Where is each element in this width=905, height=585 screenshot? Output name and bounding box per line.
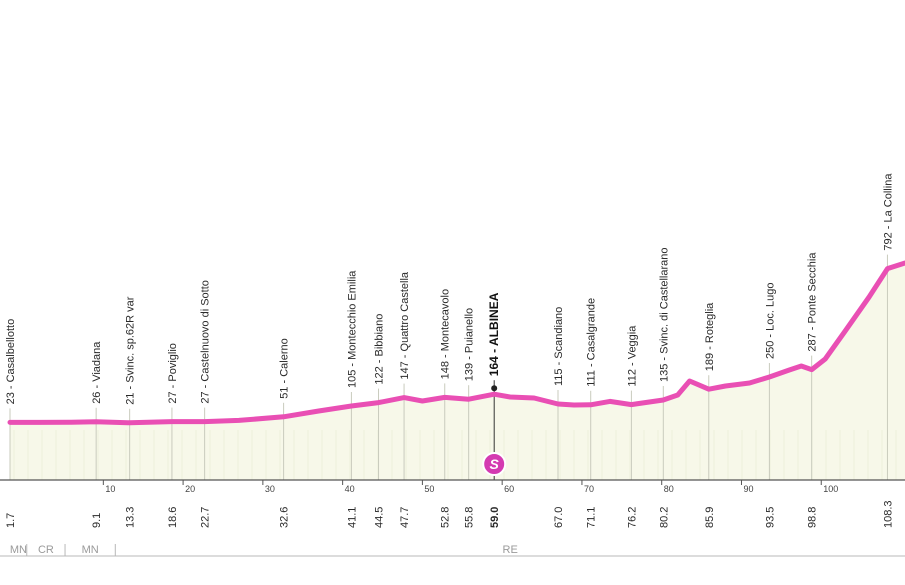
waypoint-label: 27 - Castelnuovo di Sotto [200,280,212,404]
waypoint-label: 51 - Calerno [279,338,291,399]
distance-labels-layer: 1.7 9.1 13.3 18.6 22.7 32.6 41.1 44.5 47.7 52.8 55… [5,500,894,528]
waypoint-label: 122 - Bibbiano [374,314,386,385]
waypoint-label: 23 - Casalbellotto [5,319,17,405]
waypoint-label: 189 - Roteglia [704,302,716,371]
distance-label: 52.8 [440,507,452,528]
distance-label: 13.3 [125,507,137,528]
start-marker-layer: S [482,452,507,476]
distance-label: 1.7 [5,513,17,528]
distance-label: 98.8 [807,507,819,528]
province-label: RE [503,544,518,556]
waypoint-lines-layer [9,254,888,480]
waypoint-label: 26 - Viadana [91,341,103,404]
province-label: MN [10,544,27,556]
waypoint-label: 287 - Ponte Secchia [807,252,819,352]
province-label: MN [82,544,99,556]
distance-label: 41.1 [346,507,358,528]
waypoint-label: 112 - Veggia [626,325,638,387]
axis-ticks-layer: 10 20 30 40 50 60 70 80 90 100 [102,480,838,494]
waypoint-label: 792 - La Collina [882,173,894,251]
distance-label: 71.1 [586,507,598,528]
distance-label: 80.2 [658,507,670,528]
distance-label: 55.8 [464,507,476,528]
axis-tick-label: 50 [424,484,434,494]
distance-label: 47.7 [399,507,411,528]
distance-label: 22.7 [200,507,212,528]
waypoint-label: 21 - Svinc. sp.62R var [125,296,137,405]
profile-fill-layer [10,263,905,480]
start-badge-icon [482,452,507,476]
start-badge-letter: S [490,456,500,472]
waypoint-label: 164 - ALBINEA [487,292,501,376]
waypoint-label: 111 - Casalgrande [586,298,598,387]
profile-elevation-line [7,260,905,426]
waypoint-label: 148 - Montecavolo [440,289,452,379]
axis-tick-label: 10 [105,484,115,494]
waypoint-label: 105 - Montecchio Emilia [346,270,358,388]
distance-label: 32.6 [279,507,291,528]
waypoint-labels-layer: 23 - Casalbellotto 26 - Viadana 21 - Svinc… [5,173,894,405]
distance-label: 85.9 [704,507,716,528]
waypoint-label: 139 - Puianello [464,308,476,381]
axis-tick-label: 30 [265,484,275,494]
axis-tick-label: 20 [185,484,195,494]
profile-line-layer [7,260,905,426]
distance-label: 59.0 [489,507,501,528]
profile-area-fill [10,263,905,480]
axis-tick-label: 60 [504,484,514,494]
axis-tick-label: 80 [664,484,674,494]
waypoint-label: 135 - Svinc. di Castellarano [658,247,670,382]
distance-label: 9.1 [91,513,103,528]
start-point-dot [491,385,498,392]
axis-tick-label: 90 [743,484,753,494]
distance-label: 108.3 [882,500,894,528]
waypoint-label: 115 - Scandiano [553,307,565,386]
province-label: CR [38,544,54,556]
waypoint-label: 250 - Loc. Lugo [764,283,776,359]
waypoint-label: 147 - Quattro Castella [399,271,411,379]
distance-label: 44.5 [374,507,386,528]
distance-label: 93.5 [764,507,776,528]
waypoint-label: 27 - Poviglio [167,343,179,404]
axis-tick-label: 40 [345,484,355,494]
distance-label: 67.0 [553,507,565,528]
axis-tick-label: 70 [584,484,594,494]
axis-tick-label: 100 [823,484,838,494]
province-strip-layer: MN CR MN RE [0,544,905,557]
distance-label: 18.6 [167,507,179,528]
distance-label: 76.2 [626,507,638,528]
